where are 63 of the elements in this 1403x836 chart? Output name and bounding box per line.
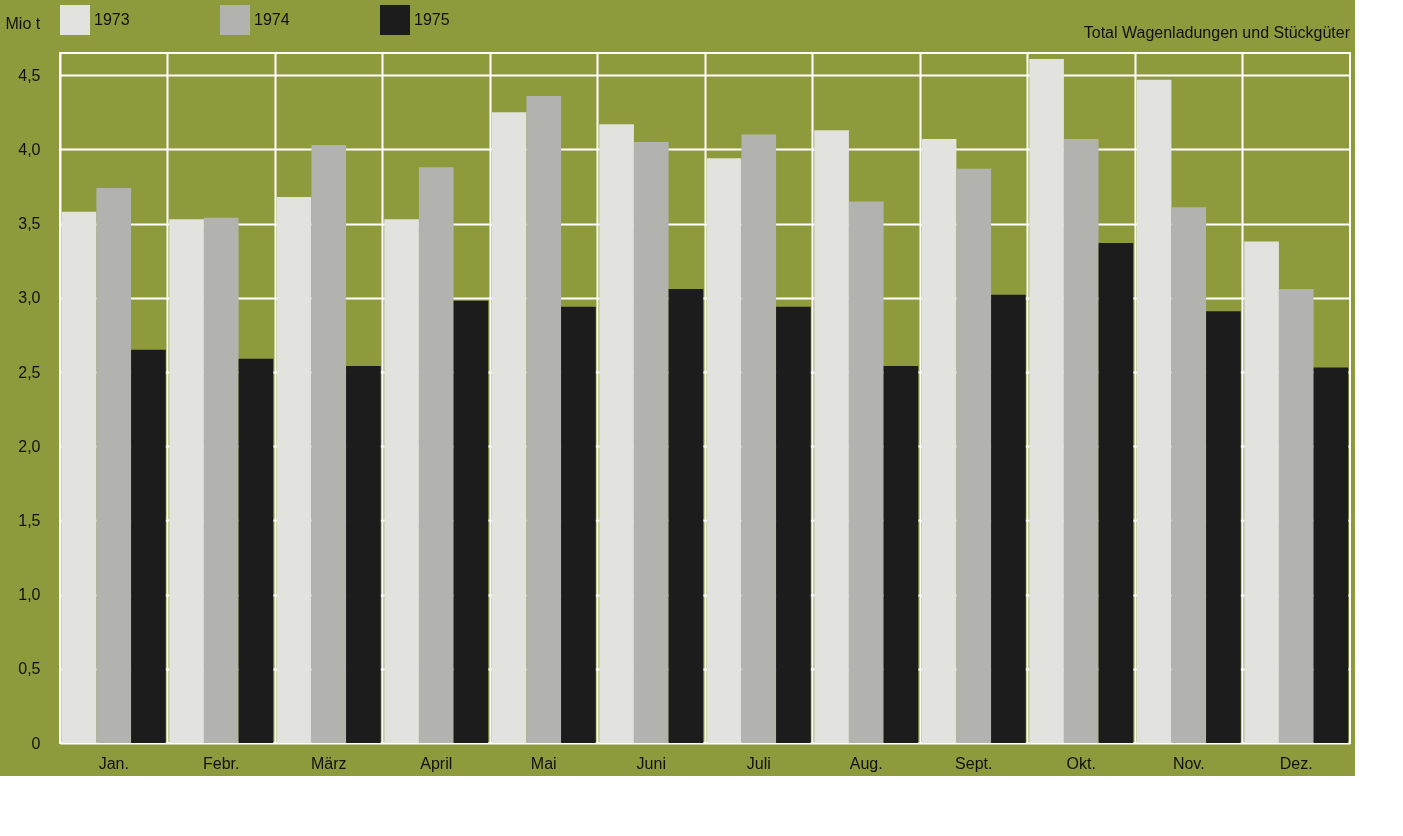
bar: [776, 306, 811, 743]
y-axis-title: Mio t: [5, 14, 41, 32]
bar: [1278, 288, 1314, 743]
x-tick-label: Juni: [636, 754, 666, 772]
y-tick-label: 4,5: [18, 66, 41, 84]
legend-label: 1975: [414, 11, 450, 28]
x-tick-label: Jan.: [98, 754, 129, 772]
bar: [384, 219, 419, 743]
bar: [96, 188, 132, 743]
bar: [1098, 242, 1134, 743]
x-tick-label: Febr.: [203, 754, 240, 772]
y-tick-label: 0: [31, 734, 41, 752]
x-tick-label: März: [310, 754, 347, 772]
bar: [599, 124, 634, 743]
y-tick-label: 3,0: [18, 289, 41, 307]
bar: [633, 142, 669, 743]
bar: [1063, 139, 1099, 743]
bar: [668, 288, 704, 743]
y-tick-label: 3,5: [18, 215, 41, 233]
x-tick-label: Aug.: [849, 754, 883, 772]
y-tick-label: 0,5: [18, 660, 41, 678]
y-tick-label: 1,5: [18, 511, 41, 529]
y-tick-label: 2,5: [18, 363, 41, 381]
bar: [1171, 207, 1207, 743]
bar: [311, 145, 347, 743]
bar: [921, 139, 957, 743]
bar: [956, 168, 992, 743]
bar: [61, 211, 97, 743]
y-tick-label: 2,0: [18, 437, 41, 455]
bar: [706, 158, 742, 743]
y-tick-label: 1,0: [18, 586, 41, 604]
bar: [491, 112, 527, 743]
bar: [741, 134, 777, 743]
bar: [561, 306, 596, 743]
bar: [453, 300, 489, 743]
bar: [169, 219, 204, 743]
bar: [238, 358, 274, 743]
x-tick-label: Sept.: [955, 754, 993, 772]
bar: [346, 366, 381, 743]
bar: [1136, 79, 1172, 743]
x-tick-label: Nov.: [1172, 754, 1205, 772]
bar: [1029, 58, 1064, 743]
bar: [848, 201, 884, 743]
legend-label: 1973: [94, 11, 130, 28]
bar: [526, 96, 562, 743]
bar: [418, 167, 454, 743]
chart-title: Total Wagenladungen und Stückgüter: [1083, 24, 1351, 41]
x-tick-label: Dez.: [1279, 754, 1313, 772]
legend-label: 1974: [254, 11, 290, 28]
x-tick-label: Okt.: [1066, 754, 1096, 772]
bar: [131, 349, 166, 743]
bar: [1313, 367, 1349, 743]
bar: [991, 294, 1026, 743]
bar: [1206, 311, 1241, 743]
bar: [203, 217, 239, 743]
bar: [814, 130, 849, 743]
bar: [883, 366, 919, 743]
y-tick-label: 4,0: [18, 140, 41, 158]
bar: [276, 196, 312, 743]
x-tick-label: Mai: [530, 754, 557, 772]
x-tick-label: April: [420, 754, 453, 772]
bar: [1244, 241, 1279, 743]
x-tick-label: Juli: [746, 754, 771, 772]
